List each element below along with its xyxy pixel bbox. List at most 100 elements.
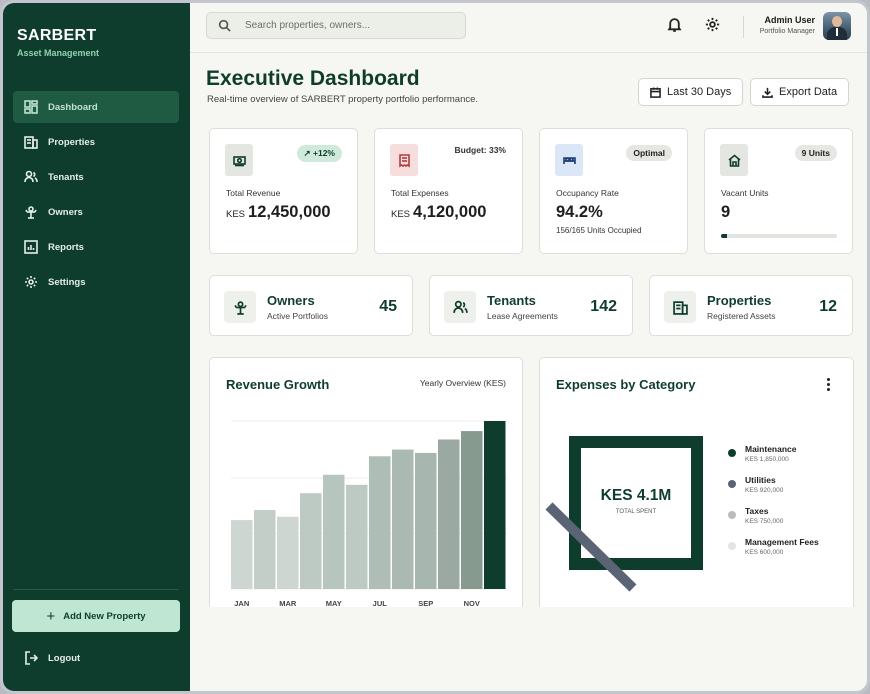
vacancy-progress-bar [721,234,837,238]
stat-value: 142 [590,298,617,315]
sidebar-item-reports[interactable]: Reports [13,231,179,263]
trend-up-icon: ↗ [303,148,311,158]
legend-dot [728,449,736,457]
legend-item: Taxes KES 750,000 [728,506,819,525]
search-input[interactable] [245,20,445,31]
budget-badge: Budget: 33% [454,145,506,155]
x-tick-label: JAN [234,599,249,608]
add-property-button[interactable]: + Add New Property [12,600,180,632]
logout-button[interactable]: Logout [24,651,80,665]
plus-icon: + [46,607,56,625]
bar-jan[interactable] [231,520,253,589]
stat-subtitle: Registered Assets [707,311,776,321]
stat-card-owners[interactable]: Owners Active Portfolios 45 [209,275,413,336]
settings-button[interactable] [705,17,720,37]
stat-title: Owners [267,293,315,308]
sidebar-item-owners[interactable]: Owners [13,196,179,228]
bar-jun[interactable] [346,484,368,589]
date-range-label: Last 30 Days [667,86,732,98]
topbar: Admin User Portfolio Manager [190,3,867,53]
x-tick-label: SEP [418,599,433,608]
sidebar-item-properties[interactable]: Properties [13,126,179,158]
stat-subtitle: Active Portfolios [267,311,328,321]
user-role: Portfolio Manager [759,28,815,35]
x-tick-label: NOV [464,599,480,608]
sidebar-item-label: Settings [48,276,86,288]
stat-title: Tenants [487,293,536,308]
bar-sep[interactable] [415,452,437,589]
expenses-panel: Expenses by Category KES 4.1M TOTAL SPEN… [539,357,854,607]
stat-card-properties[interactable]: Properties Registered Assets 12 [649,275,853,336]
calendar-icon [650,86,661,98]
sidebar-item-settings[interactable]: Settings [13,266,179,298]
gear-icon [24,275,38,289]
avatar[interactable] [823,12,851,40]
bar-nov[interactable] [461,431,483,589]
bar-jul[interactable] [369,456,391,589]
kpi-label: Total Revenue [226,188,281,198]
avatar-head [832,16,842,27]
sidebar-divider [13,589,179,590]
receipt-icon [390,144,418,176]
legend-name: Management Fees [745,537,819,547]
currency: KES [226,209,246,220]
date-range-button[interactable]: Last 30 Days [638,78,744,106]
owner-icon [24,205,38,219]
sidebar-item-dashboard[interactable]: Dashboard [13,91,179,123]
total-spent-label: TOTAL SPENT [615,509,657,515]
page-title: Executive Dashboard [206,67,420,90]
revenue-growth-panel: Revenue Growth Yearly Overview (KES) JAN… [209,357,523,608]
users-icon [444,291,476,323]
bar-apr[interactable] [300,493,322,589]
legend-dot [728,480,736,488]
bar-may[interactable] [323,474,345,589]
panel-title: Revenue Growth [226,377,330,392]
stat-subtitle: Lease Agreements [487,311,558,321]
kpi-note: 156/165 Units Occupied [556,226,642,235]
revenue-bar-chart: JAN MAR MAY JUL SEP NOV [231,420,507,608]
stat-value: 45 [379,298,397,315]
bar-oct[interactable] [438,439,460,589]
avatar-tie [836,28,838,36]
kpi-label: Occupancy Rate [556,188,619,198]
kpi-amount: 12,450,000 [248,203,331,221]
bell-icon [667,18,682,32]
units-badge: 9 Units [794,145,837,161]
notifications-button[interactable] [667,17,682,37]
export-button[interactable]: Export Data [750,78,850,106]
topbar-divider [743,16,744,38]
bar-aug[interactable] [392,449,414,589]
x-tick-label: JUL [373,599,388,608]
house-icon [720,144,748,176]
bar-feb[interactable] [254,510,276,589]
brand-name: SARBERT [17,27,97,44]
bar-dec[interactable] [484,421,506,589]
search-bar[interactable] [206,12,466,39]
bed-icon [555,144,583,176]
sidebar-nav: Dashboard Properties Tenants Owners Repo… [13,91,179,301]
total-spent-value: KES 4.1M [600,487,672,504]
expense-donut [545,436,703,592]
sidebar-item-tenants[interactable]: Tenants [13,161,179,193]
chart-icon [24,240,38,254]
optimal-badge: Optimal [626,145,672,161]
stat-card-tenants[interactable]: Tenants Lease Agreements 142 [429,275,633,336]
x-tick-label: MAY [326,599,342,608]
bar-mar[interactable] [277,516,299,589]
kpi-value: 94.2% [556,203,603,221]
revenue-badge-text: +12% [313,148,335,158]
user-info[interactable]: Admin User Portfolio Manager [760,15,815,35]
kpi-amount: 4,120,000 [413,203,487,221]
page-subtitle: Real-time overview of SARBERT property p… [207,94,479,105]
more-options-icon[interactable] [827,378,831,393]
export-label: Export Data [779,86,838,98]
brand: SARBERT Asset Management [17,27,99,58]
legend-name: Taxes [745,506,769,516]
sidebar-item-label: Dashboard [48,101,98,113]
legend-value: KES 750,000 [745,518,784,525]
sidebar-item-label: Properties [48,136,95,148]
logout-icon [25,651,38,665]
dashboard-icon [24,100,38,114]
legend-name: Utilities [745,475,776,485]
